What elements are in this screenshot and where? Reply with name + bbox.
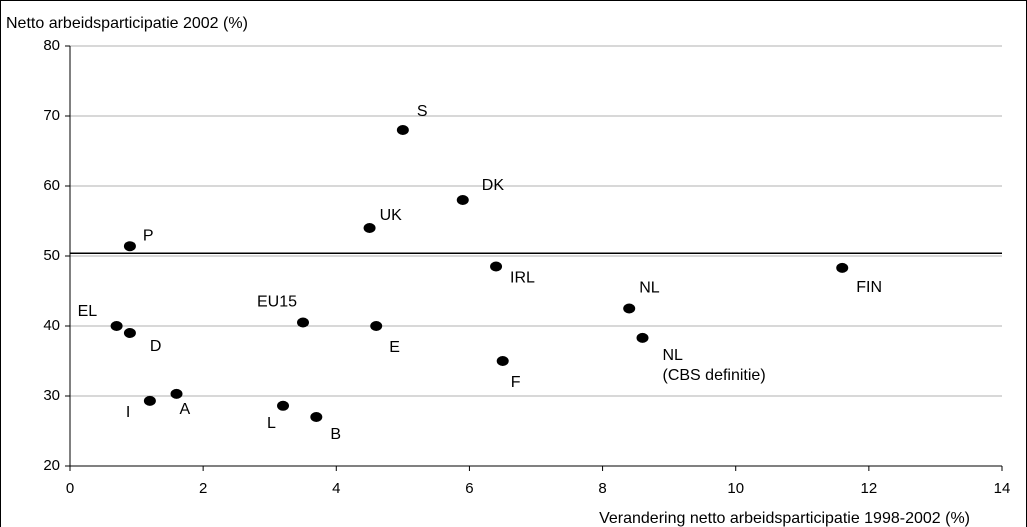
point-label: E	[389, 339, 400, 356]
y-tick-label: 50	[43, 247, 60, 264]
point-label: B	[330, 426, 341, 443]
x-tick-label: 12	[861, 480, 878, 497]
point-label: D	[150, 338, 162, 355]
point-label: I	[126, 404, 130, 421]
point	[277, 400, 290, 411]
point-label: NL	[639, 280, 660, 297]
point	[310, 412, 323, 422]
point	[143, 395, 156, 406]
point-label: NL	[663, 347, 684, 364]
y-tick-label: 60	[43, 177, 60, 194]
point-label: IRL	[510, 270, 535, 287]
y-tick-label: 80	[43, 37, 60, 54]
point-label: UK	[380, 207, 403, 224]
x-tick-label: 2	[199, 480, 207, 497]
x-tick-label: 0	[66, 480, 74, 497]
point	[123, 241, 136, 252]
x-tick-label: 10	[727, 480, 744, 497]
y-tick-label: 70	[43, 107, 60, 124]
x-tick-label: 14	[994, 480, 1011, 497]
point	[123, 328, 136, 338]
point-label: L	[267, 415, 276, 432]
point-label: DK	[482, 177, 505, 194]
point-label: S	[417, 103, 428, 120]
point	[623, 303, 636, 314]
point	[396, 125, 409, 135]
point-label: (CBS definitie)	[663, 367, 766, 384]
point	[636, 332, 649, 343]
point-label: A	[180, 401, 191, 418]
point-label: EL	[78, 303, 98, 320]
point	[836, 262, 849, 273]
point-label: P	[143, 227, 154, 244]
point-label: FIN	[856, 279, 882, 296]
x-tick-label: 8	[598, 480, 606, 497]
point	[363, 223, 376, 233]
point	[456, 195, 469, 205]
point	[297, 317, 309, 328]
x-tick-label: 4	[332, 480, 340, 497]
point	[170, 388, 183, 399]
point	[490, 261, 503, 272]
point	[496, 356, 509, 366]
point-label: EU15	[257, 294, 297, 311]
point	[370, 321, 383, 331]
y-tick-label: 30	[43, 387, 60, 404]
point	[110, 321, 123, 331]
y-axis-title: Netto arbeidsparticipatie 2002 (%)	[6, 15, 248, 32]
y-tick-label: 40	[43, 317, 60, 334]
y-tick-label: 20	[43, 457, 60, 474]
point-label: F	[511, 374, 521, 391]
x-tick-label: 6	[465, 480, 473, 497]
x-axis-title: Verandering netto arbeidsparticipatie 19…	[599, 510, 970, 527]
